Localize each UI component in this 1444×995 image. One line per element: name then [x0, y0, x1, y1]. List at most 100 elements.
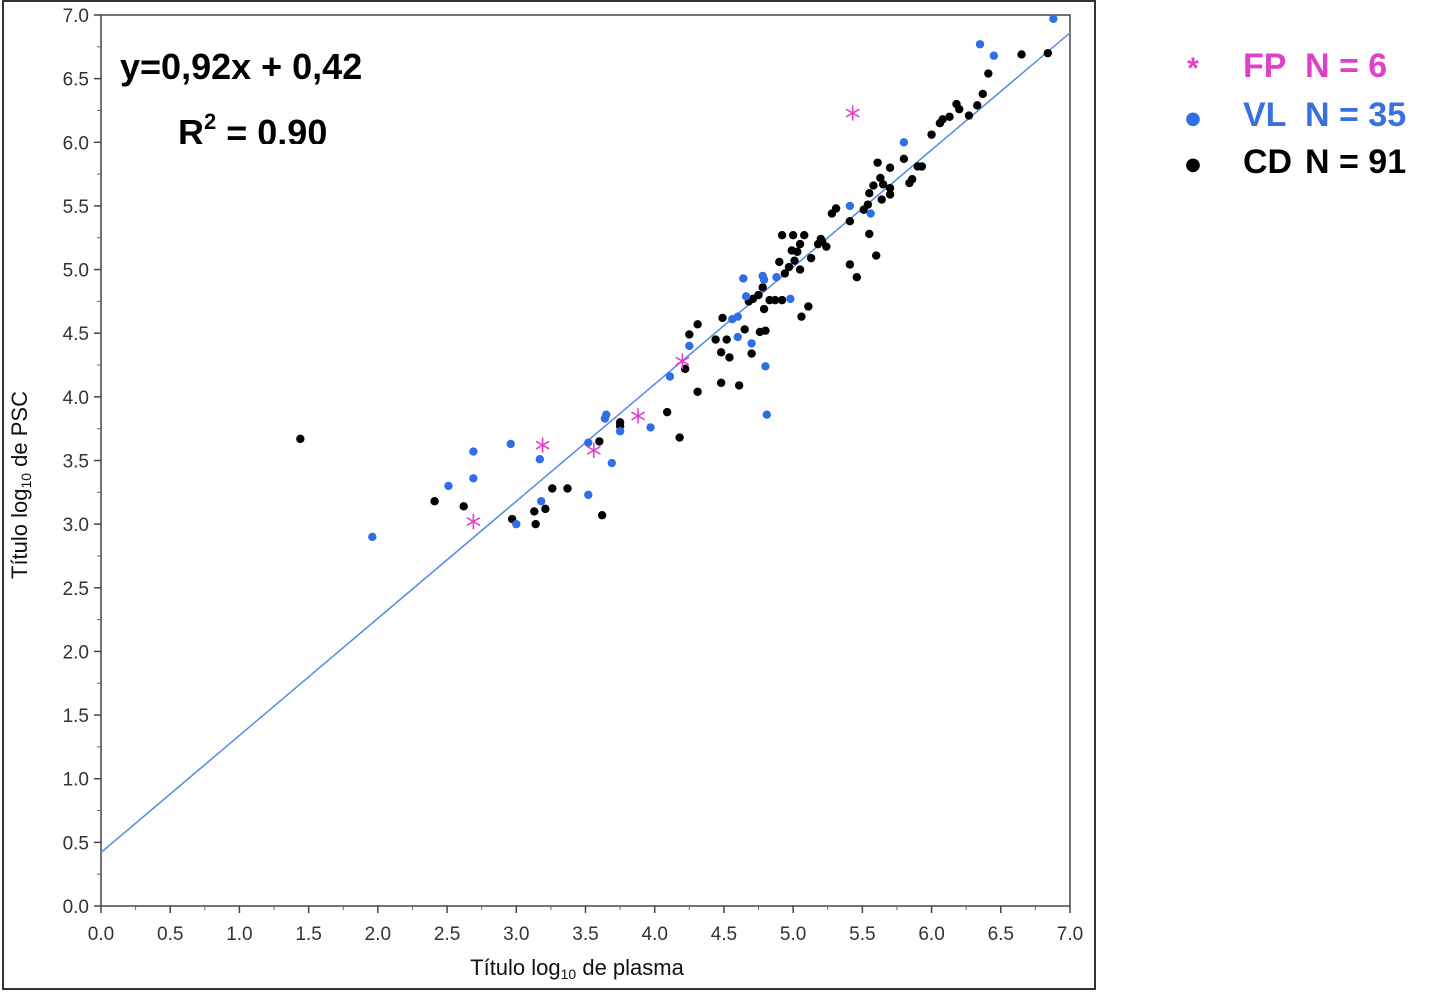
data-point-cd [716, 348, 726, 357]
data-point-cd [734, 381, 744, 390]
data-point-cd [693, 320, 702, 329]
data-point-cd [296, 434, 305, 444]
legend: * FP N = 6 ● VL N = 35 ● CD N = 91 [1185, 47, 1406, 181]
data-point-cd [1017, 50, 1026, 59]
data-point-cd [845, 217, 855, 226]
data-point-vl [646, 423, 655, 432]
data-point-vl [975, 40, 985, 49]
data-point-cd [885, 163, 895, 172]
data-point-vl [1049, 14, 1058, 24]
data-point-cd [563, 484, 572, 493]
x-tick-label: 5.0 [780, 924, 806, 945]
data-point-cd [784, 262, 794, 272]
data-point-cd [865, 229, 874, 239]
data-point-cd [725, 353, 734, 362]
data-point-cd [693, 387, 702, 396]
data-point-cd [955, 104, 964, 114]
data-point-cd [885, 190, 895, 199]
data-point-cd [1043, 48, 1053, 58]
y-tick-label: 0.0 [63, 897, 89, 918]
data-point-cd [795, 239, 805, 249]
data-point-cd [907, 174, 917, 184]
y-tick-label: 2.0 [63, 642, 89, 663]
data-point-cd [459, 502, 468, 511]
axis-ticks: 0.0 0.5 1.0 1.5 2.0 2.5 3.0 3.5 4.0 4.5 5.0 5.5 6.0 6… [63, 6, 1084, 945]
data-point-cd [754, 290, 763, 300]
legend-marker-fp: * [1187, 52, 1199, 85]
data-point-cd [938, 115, 947, 124]
data-point-cd [548, 484, 557, 493]
data-point-vl [368, 532, 377, 542]
y-tick-label: 3.0 [63, 515, 89, 536]
data-point-vl [537, 497, 546, 506]
legend-count-vl: N = 35 [1305, 96, 1406, 134]
legend-label-fp: FP [1243, 47, 1286, 85]
data-point-cd [430, 497, 439, 506]
data-point-vl [512, 519, 521, 529]
y-tick-label: 7.0 [63, 6, 89, 27]
data-point-cd [899, 154, 909, 164]
data-point-vl [772, 273, 781, 282]
x-axis-title: Título log10 de plasma [470, 955, 684, 982]
data-point-vl [786, 294, 795, 304]
y-tick-label: 5.0 [63, 261, 89, 282]
data-point-fp [466, 513, 481, 530]
legend-label-cd: CD [1243, 143, 1292, 181]
x-tick-label: 6.0 [918, 924, 944, 945]
y-tick-label: 1.0 [63, 770, 89, 791]
data-point-cd [675, 433, 684, 442]
plot-area-border [100, 14, 1071, 907]
data-point-cd [795, 265, 805, 274]
data-point-vl [685, 341, 694, 351]
legend-marker-cd: ● [1185, 154, 1201, 175]
y-tick-label: 1.5 [63, 706, 89, 727]
y-tick-label: 0.5 [63, 833, 89, 854]
data-point-cd [759, 304, 769, 314]
y-tick-label: 6.0 [63, 133, 89, 154]
data-point-vl [761, 362, 770, 371]
y-tick-label: 2.5 [63, 579, 89, 600]
r-squared-label: R2 = 0.90 [178, 109, 327, 153]
data-point-cd [964, 111, 974, 120]
legend-count-fp: N = 6 [1305, 47, 1387, 85]
data-point-vl [469, 474, 478, 483]
data-point-cd [793, 247, 802, 256]
data-point-cd [869, 181, 878, 190]
data-point-vl [747, 339, 756, 348]
data-point-cd [800, 231, 809, 240]
data-point-vl [866, 209, 875, 218]
x-tick-label: 3.5 [572, 924, 598, 945]
data-point-cd [878, 180, 888, 189]
x-tick-label: 0.5 [157, 924, 183, 945]
data-point-cd [662, 407, 672, 417]
data-point-vl [602, 410, 611, 419]
data-point-cd [788, 231, 798, 240]
data-point-vl [506, 439, 515, 449]
data-point-vl [762, 410, 772, 419]
data-point-cd [863, 200, 873, 209]
data-point-vl [899, 138, 909, 147]
data-point-cd [873, 158, 882, 167]
y-axis-title: Título log10 de PSC [7, 391, 34, 579]
data-point-cd [845, 260, 855, 269]
x-tick-label: 7.0 [1057, 924, 1083, 945]
x-tick-label: 4.5 [711, 924, 737, 945]
plot-area [100, 14, 1071, 907]
data-point-cd [822, 242, 831, 251]
legend-marker-vl: ● [1185, 108, 1201, 129]
x-tick-label: 0.0 [88, 924, 114, 945]
data-point-cd [685, 330, 694, 339]
data-point-cd [530, 507, 539, 516]
r-squared-clip: R2 = 0.90 [178, 109, 327, 153]
data-point-cd [790, 256, 799, 265]
data-points [296, 14, 1058, 542]
x-tick-label: 1.5 [295, 924, 321, 945]
data-point-cd [780, 269, 790, 278]
data-point-cd [722, 335, 731, 344]
regression-equation: y=0,92x + 0,42 [120, 46, 362, 87]
x-tick-label: 5.5 [849, 924, 875, 945]
x-tick-label: 3.0 [503, 924, 529, 945]
x-tick-label: 1.0 [226, 924, 252, 945]
data-point-cd [973, 101, 982, 110]
data-point-cd [777, 231, 787, 240]
